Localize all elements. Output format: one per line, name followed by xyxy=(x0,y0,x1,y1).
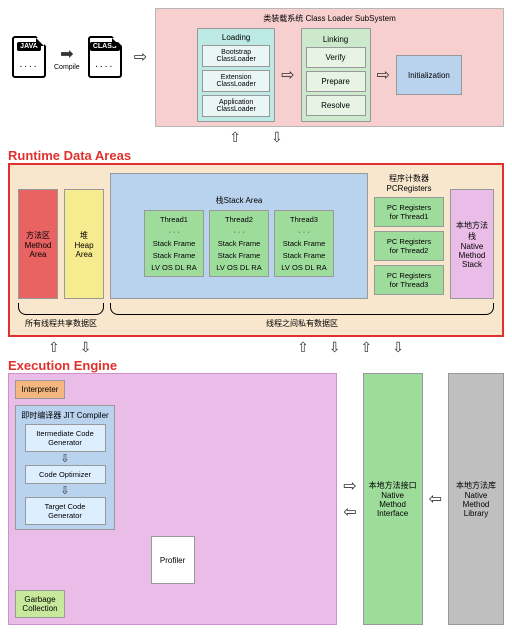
arrow-icon: ⇨ xyxy=(281,28,294,122)
interpreter-label: Interpreter xyxy=(22,385,59,394)
linking-title: Linking xyxy=(323,35,348,44)
linking-item: Resolve xyxy=(306,95,366,116)
jit-stage: Target Code Generator xyxy=(25,497,106,525)
jit-compiler: 即时编译器 JIT Compiler Itermediate Code Gene… xyxy=(15,405,115,530)
linking-group: Linking Verify Prepare Resolve xyxy=(301,28,371,122)
native-method-stack: 本地方法 栈 Native Method Stack xyxy=(450,189,494,299)
arrow-icon: ⇨ xyxy=(377,28,390,122)
jit-stage: Code Optimizer xyxy=(25,465,106,484)
init-label: Initialization xyxy=(408,71,450,80)
compile-label: Compile xyxy=(54,64,80,71)
linking-item: Prepare xyxy=(306,71,366,92)
pcregisters-title: 程序计数器 PCRegisters xyxy=(374,173,444,193)
private-label: 线程之间私有数据区 xyxy=(110,318,494,329)
loading-title: Loading xyxy=(222,33,250,42)
arrow-icon: ⇨ xyxy=(134,47,147,67)
initialization-box: Initialization xyxy=(396,55,462,95)
java-label: JAVA xyxy=(17,42,41,51)
method-label: 方法区 Method Area xyxy=(25,230,52,259)
thread-box: Thread3· · ·Stack FrameStack FrameLV OS … xyxy=(274,210,334,277)
stackarea-title: 栈Stack Area xyxy=(216,195,263,206)
jit-stage: Itermediate Code Generator xyxy=(25,424,106,452)
class-file-icon: CLASS .... xyxy=(88,36,122,78)
heap-label: 堆 Heap Area xyxy=(74,230,93,259)
runtime-data-areas: 方法区 Method Area 堆 Heap Area 栈Stack Area … xyxy=(8,163,504,337)
rda-title: Runtime Data Areas xyxy=(8,148,504,163)
gc-label: Garbage Collection xyxy=(22,595,57,613)
linking-item: Verify xyxy=(306,47,366,68)
loading-item: Application ClassLoader xyxy=(202,95,270,117)
native-method-interface: 本地方法接口 Native Method Interface xyxy=(363,373,423,625)
native-method-library: 本地方法库 Native Method Library xyxy=(448,373,504,625)
pc-register: PC Registers for Thread1 xyxy=(374,197,444,227)
arrow-icon: ⇦ xyxy=(429,489,442,509)
garbage-collection: Garbage Collection xyxy=(15,590,65,618)
method-area: 方法区 Method Area xyxy=(18,189,58,299)
stack-area: 栈Stack Area Thread1· · ·Stack FrameStack… xyxy=(110,173,368,299)
pc-register: PC Registers for Thread2 xyxy=(374,231,444,261)
execution-engine: Interpreter 即时编译器 JIT Compiler Itermedia… xyxy=(8,373,337,625)
loading-item: Extension ClassLoader xyxy=(202,70,270,92)
interpreter: Interpreter xyxy=(15,380,65,399)
profiler: Profiler xyxy=(151,536,195,584)
nms-label: 本地方法 栈 Native Method Stack xyxy=(456,220,488,269)
shared-label: 所有线程共享数据区 xyxy=(18,318,104,329)
java-file-icon: JAVA .... xyxy=(12,36,46,78)
jit-title: 即时编译器 JIT Compiler xyxy=(21,410,108,421)
classloader-subsystem: 类装载系统 Class Loader SubSystem Loading Boo… xyxy=(155,8,504,127)
down-arrow-icon: ⇩ xyxy=(271,129,283,146)
up-arrow-icon: ⇧ xyxy=(229,129,241,146)
thread-box: Thread1· · ·Stack FrameStack FrameLV OS … xyxy=(144,210,204,277)
nml-label: 本地方法库 Native Method Library xyxy=(456,480,496,518)
arrow-icon: ⇦ xyxy=(343,502,356,522)
loading-group: Loading Bootstrap ClassLoader Extension C… xyxy=(197,28,275,122)
arrow-icon: ⇨ xyxy=(343,476,356,496)
class-label: CLASS xyxy=(90,42,120,51)
pc-register: PC Registers for Thread3 xyxy=(374,265,444,295)
nmi-label: 本地方法接口 Native Method Interface xyxy=(369,480,417,518)
heap-area: 堆 Heap Area xyxy=(64,189,104,299)
classloader-title: 类装载系统 Class Loader SubSystem xyxy=(263,13,396,24)
thread-box: Thread2· · ·Stack FrameStack FrameLV OS … xyxy=(209,210,269,277)
down-arrow-icon: ⇩ xyxy=(60,484,69,497)
loading-item: Bootstrap ClassLoader xyxy=(202,45,270,67)
arrow-icon: ➡ xyxy=(60,44,73,64)
exec-title: Execution Engine xyxy=(8,358,504,373)
down-arrow-icon: ⇩ xyxy=(60,452,69,465)
